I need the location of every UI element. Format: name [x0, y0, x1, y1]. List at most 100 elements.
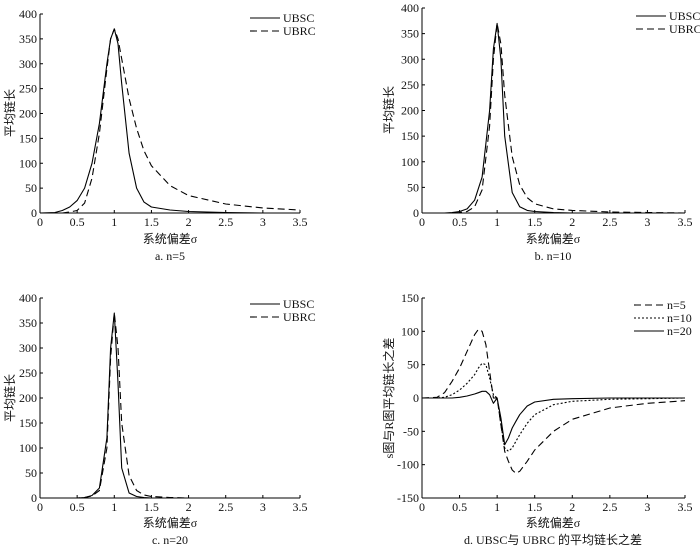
panel-a-y-tick-label: 350 [19, 32, 37, 46]
panel-b-y-tick-label: 50 [407, 180, 419, 194]
panel-a-x-tick-label: 3 [260, 215, 266, 229]
panel-a-x-tick-label: 0.5 [70, 215, 85, 229]
panel-a-y-tick-label: 0 [31, 206, 37, 220]
panel-d-x-tick-label: 0.5 [452, 500, 467, 514]
panel-b-legend-label: UBSC [669, 9, 700, 23]
panel-a-ylabel: 平均链长 [2, 89, 17, 137]
panel-b-y-tick-label: 400 [401, 1, 419, 15]
panel-a-xlabel: 系统偏差σ [143, 231, 198, 246]
panel-d-x-tick-label: 1 [494, 500, 500, 514]
panel-d-y-tick-label: -50 [403, 424, 419, 438]
panel-d-xlabel: 系统偏差σ [526, 515, 581, 530]
panel-d-y-tick-label: 150 [401, 291, 419, 305]
panel-b-xlabel: 系统偏差σ [526, 231, 581, 246]
panel-c-x-tick-label: 3 [260, 500, 266, 514]
panel-d-legend-label: n=5 [667, 298, 686, 312]
panel-b-x-tick-label: 2 [569, 215, 575, 229]
panel-b-y-tick-label: 250 [401, 78, 419, 92]
panel-d-caption: d. UBSC与 UBRC 的平均链长之差 [464, 532, 642, 547]
panel-a-y-tick-label: 150 [19, 131, 37, 145]
panel-d-series-n5-line [421, 328, 686, 474]
panel-d-y-tick-label: 100 [401, 324, 419, 338]
panel-b: 系统偏差σ 平均链长 b. n=10 [381, 86, 581, 263]
panel-d-x-tick-label: 2 [569, 500, 575, 514]
panel-a-y-tick-label: 400 [19, 7, 37, 21]
panel-c-y-tick-label: 50 [25, 466, 37, 480]
panel-b-legend-label: UBRC [669, 22, 700, 36]
panel-d-x-tick-label: 2.5 [602, 500, 617, 514]
panel-a-x-tick-label: 1.5 [144, 215, 159, 229]
panel-b-x-tick-label: 1.5 [527, 215, 542, 229]
panel-d-legend-label: n=10 [667, 311, 692, 325]
panel-c-series-UBSC-line [40, 312, 300, 499]
panel-b-y-tick-label: 200 [401, 104, 419, 118]
panel-d-x-tick-label: 1.5 [527, 500, 542, 514]
panel-b-y-tick-label: 150 [401, 129, 419, 143]
panel-c-x-tick-label: 1.5 [144, 500, 159, 514]
panel-c-x-tick-label: 3.5 [293, 500, 308, 514]
panel-a-x-tick-label: 2 [186, 215, 192, 229]
panel-c-x-tick-label: 1 [111, 500, 117, 514]
panel-b-series-UBRC-line [422, 22, 686, 214]
panel-c-legend-label: UBRC [283, 310, 316, 324]
panel-a-legend-label: UBRC [283, 24, 316, 38]
panel-a-y-tick-label: 300 [19, 57, 37, 71]
panel-d-x-tick-label: 3 [644, 500, 650, 514]
panel-b-series-UBSC-line [422, 22, 685, 214]
panel-d-series-n20-line [422, 390, 685, 446]
panel-c-y-tick-label: 0 [31, 491, 37, 505]
panel-c-series-UBRC-line [40, 312, 300, 499]
panel-a-y-tick-label: 200 [19, 107, 37, 121]
panel-b-ylabel: 平均链长 [381, 86, 396, 134]
panel-a-y-tick-label: 250 [19, 82, 37, 96]
panel-c-y-tick-label: 100 [19, 441, 37, 455]
panel-d-y-tick-label: -150 [397, 491, 419, 505]
panel-b-x-tick-label: 3.5 [678, 215, 693, 229]
panel-d-y-tick-label: 0 [413, 391, 419, 405]
panel-d-x-tick-label: 3.5 [678, 500, 693, 514]
panel-a-x-tick-label: 3.5 [293, 215, 308, 229]
panel-d-y-tick-label: -100 [397, 458, 419, 472]
panel-b-x-tick-label: 0.5 [452, 215, 467, 229]
panel-b-y-tick-label: 100 [401, 155, 419, 169]
panel-b-x-tick-label: 1 [494, 215, 500, 229]
panel-a: 系统偏差σ 平均链长 a. n=5 [2, 89, 198, 263]
panel-d-x-tick-label: 0 [419, 500, 425, 514]
panel-b-y-tick-label: 0 [413, 206, 419, 220]
panel-c-y-tick-label: 300 [19, 341, 37, 355]
panel-d-ylabel: s图与R图平均链长之差 [381, 338, 396, 459]
panel-a-caption: a. n=5 [155, 249, 185, 263]
panel-c-y-tick-label: 350 [19, 316, 37, 330]
panel-c-y-tick-label: 400 [19, 291, 37, 305]
panel-a-series-UBRC-line [40, 28, 301, 214]
panel-c-y-tick-label: 200 [19, 391, 37, 405]
panel-a-series-UBSC-line [39, 28, 300, 214]
panel-a-x-tick-label: 0 [37, 215, 43, 229]
panel-b-y-tick-label: 300 [401, 52, 419, 66]
panel-b-caption: b. n=10 [535, 249, 572, 263]
panel-c-x-tick-label: 2 [186, 500, 192, 514]
panel-d-series-n10-line [422, 362, 686, 452]
panel-c-x-tick-label: 2.5 [218, 500, 233, 514]
panel-c-y-tick-label: 150 [19, 416, 37, 430]
panel-d-y-tick-label: 50 [407, 358, 419, 372]
panel-c: 系统偏差σ 平均链长 c. n=20 [2, 374, 198, 547]
panel-b-x-tick-label: 0 [419, 215, 425, 229]
panel-c-x-tick-label: 0.5 [70, 500, 85, 514]
panel-d-legend-label: n=20 [667, 324, 692, 338]
panel-b-x-tick-label: 2.5 [602, 215, 617, 229]
panel-c-y-tick-label: 250 [19, 366, 37, 380]
panel-c-xlabel: 系统偏差σ [143, 515, 198, 530]
panel-a-y-tick-label: 100 [19, 156, 37, 170]
panel-c-ylabel: 平均链长 [2, 374, 17, 422]
panel-b-x-tick-label: 3 [644, 215, 650, 229]
panel-a-x-tick-label: 2.5 [218, 215, 233, 229]
panel-d: 系统偏差σ s图与R图平均链长之差 d. UBSC与 UBRC 的平均链长之差 [381, 338, 642, 547]
panel-a-x-tick-label: 1 [111, 215, 117, 229]
panel-b-y-tick-label: 350 [401, 27, 419, 41]
panel-c-caption: c. n=20 [152, 533, 188, 547]
panel-c-x-tick-label: 0 [37, 500, 43, 514]
panel-a-legend-label: UBSC [283, 11, 314, 25]
panel-a-y-tick-label: 50 [25, 181, 37, 195]
